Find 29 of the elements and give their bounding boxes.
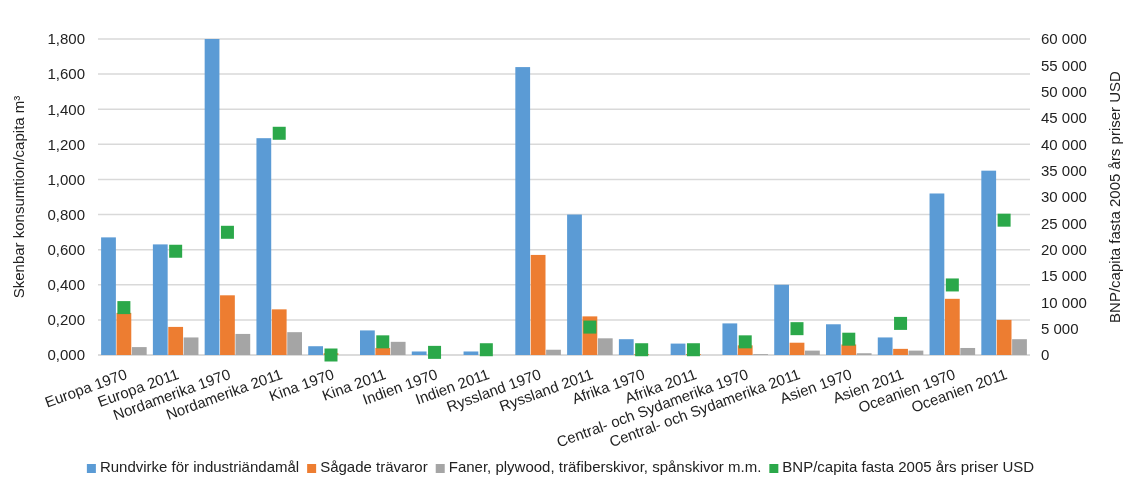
y-axis-title: Skenbar konsumtion/capita m³ (10, 95, 27, 299)
y2-tick-label: 10 000 (1041, 293, 1087, 311)
legend-label: BNP/capita fasta 2005 års priser USD (782, 458, 1035, 475)
y-tick-label: 1,800 (47, 30, 85, 48)
y2-tick-label: 55 000 (1041, 56, 1087, 74)
y2-tick-label: 60 000 (1041, 30, 1087, 48)
y-tick-label: 1,200 (47, 135, 85, 153)
y-tick-label: 1,400 (47, 100, 85, 118)
y-tick-label: 0,200 (47, 311, 85, 329)
legend-label: Faner, plywood, träfiberskivor, spånskivor m.m. (448, 458, 762, 475)
y2-tick-label: 25 000 (1041, 214, 1087, 232)
y-tick-label: 0,400 (47, 276, 85, 294)
y-tick-label: 0,800 (47, 205, 85, 223)
y-tick-label: 0,600 (47, 240, 85, 258)
y2-tick-label: 35 000 (1041, 161, 1087, 179)
y2-tick-label: 20 000 (1041, 240, 1087, 258)
y-tick-label: 0,000 (47, 346, 85, 364)
y-tick-label: 1,000 (47, 170, 85, 188)
y2-axis-title: BNP/capita fasta 2005 års priser USD (1106, 70, 1123, 323)
legend-label: Rundvirke för industriändamål (99, 458, 300, 475)
y2-tick-label: 50 000 (1041, 82, 1087, 100)
y2-tick-label: 40 000 (1041, 135, 1087, 153)
y2-tick-label: 15 000 (1041, 267, 1087, 285)
y2-tick-label: 45 000 (1041, 109, 1087, 127)
y-tick-label: 1,600 (47, 65, 85, 83)
y2-tick-label: 5 000 (1041, 319, 1079, 337)
y2-tick-label: 30 000 (1041, 188, 1087, 206)
legend-label: Sågade trävaror (320, 458, 428, 475)
y2-tick-label: 0 (1041, 346, 1050, 364)
